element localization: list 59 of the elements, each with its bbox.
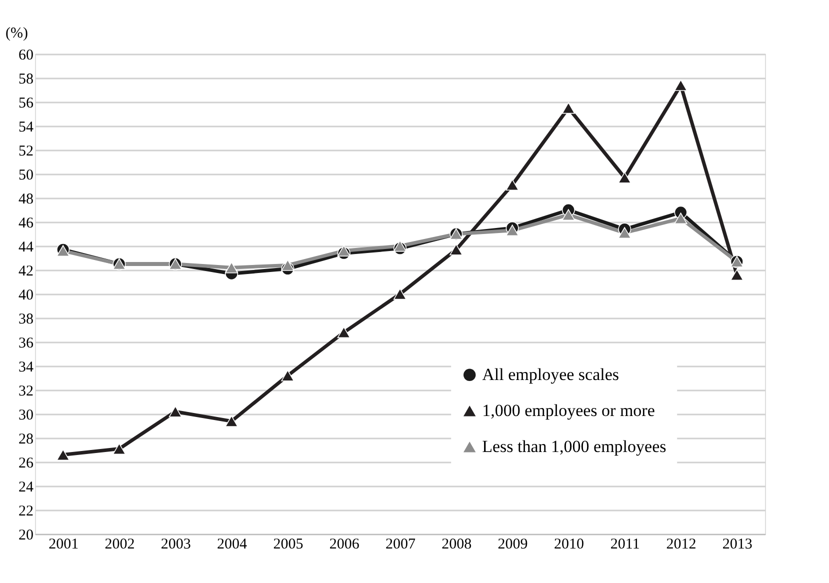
point [618,227,632,239]
y-tick-label: 22 [18,504,34,520]
y-tick-label: 60 [18,48,34,64]
y-tick-label: 46 [18,216,34,232]
y-tick-label: 40 [18,288,34,304]
x-tick-label: 2001 [48,536,79,552]
point [393,240,407,252]
y-tick-label: 50 [18,168,34,184]
y-tick-label: 52 [18,144,34,160]
x-tick-label: 2002 [104,536,135,552]
y-tick-label: 24 [18,480,34,496]
point [337,245,350,257]
y-tick-label: 56 [18,96,34,112]
point [393,288,407,300]
point [730,269,744,281]
y-tick-label: 48 [18,192,34,208]
y-tick-label: 26 [18,456,34,472]
y-tick-label: 38 [18,312,34,328]
x-tick-label: 2013 [722,536,752,552]
point [506,179,519,191]
y-tick-label: 20 [18,528,34,544]
point [562,209,575,221]
x-tick-label: 2003 [160,536,191,552]
point [168,406,182,418]
x-tick-label: 2004 [217,536,248,552]
x-tick-label: 2007 [386,536,416,552]
point [281,259,294,271]
x-tick-label: 2009 [498,536,528,552]
point [506,224,519,236]
point [56,449,70,461]
y-tick-label: 54 [18,120,34,136]
legend-label: 1,000 employees or more [482,400,655,420]
y-tick-label: 36 [18,336,34,352]
x-tick-label: 2006 [329,536,360,552]
x-tick-label: 2011 [610,536,640,552]
point [281,370,294,382]
point [674,212,688,224]
y-tick-label: 30 [18,408,34,424]
point [562,102,575,114]
y-tick-label: 28 [18,432,34,448]
legend-label: Less than 1,000 employees [482,436,666,456]
point [450,244,463,256]
x-tick-label: 2008 [442,536,472,552]
y-tick-label: 58 [18,72,34,88]
point [618,172,632,184]
x-tick-label: 2005 [273,536,304,552]
y-tick-label: 34 [18,360,34,376]
y-tick-label: 32 [18,384,34,400]
y-tick-label: 42 [18,264,34,280]
point [225,262,238,274]
point [337,326,350,338]
legend-label: All employee scales [482,364,620,384]
point [674,79,688,91]
point [112,443,126,455]
point [225,415,238,427]
x-tick-label: 2010 [554,536,584,552]
x-tick-label: 2012 [666,536,696,552]
y-tick-label: 44 [18,240,34,256]
y-axis-title: (%) [6,26,28,42]
